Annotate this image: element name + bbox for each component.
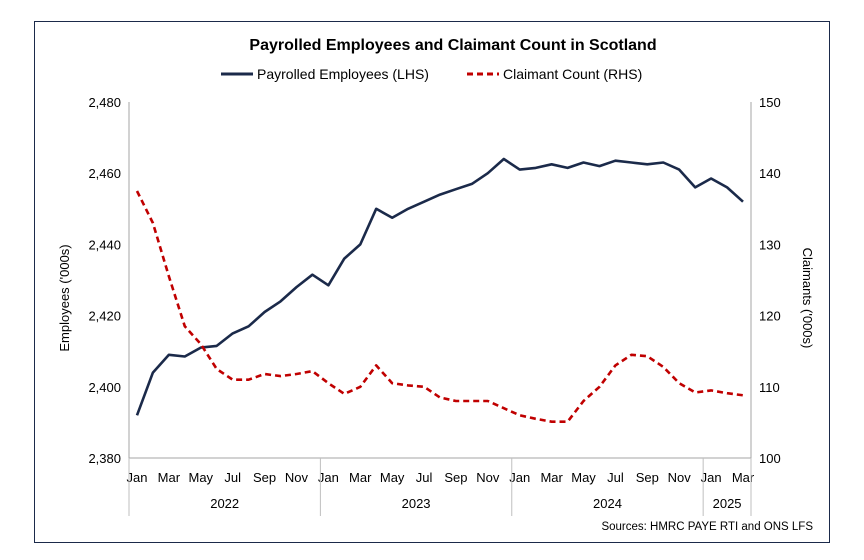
x-tick-label: May	[188, 470, 213, 485]
x-tick-label: Jul	[224, 470, 241, 485]
y-tick-label: 2,380	[88, 451, 121, 466]
right-axis-title: Claimants ('000s)	[800, 248, 815, 349]
series-lines	[135, 157, 744, 424]
x-tick-label: Mar	[349, 470, 372, 485]
y2-tick-label: 150	[759, 95, 781, 110]
y2-tick-label: 120	[759, 309, 781, 324]
series-line-employees	[135, 157, 744, 416]
y-tick-label: 2,400	[88, 380, 121, 395]
x-tick-label: Sep	[444, 470, 467, 485]
x-tick-label: Mar	[158, 470, 181, 485]
x-tick-label: Sep	[636, 470, 659, 485]
legend-label-employees: Payrolled Employees (LHS)	[257, 66, 429, 82]
x-tick-label: Jan	[318, 470, 339, 485]
x-tick-label: May	[571, 470, 596, 485]
year-label: 2025	[713, 496, 742, 511]
y-tick-label: 2,440	[88, 237, 121, 252]
chart-title: Payrolled Employees and Claimant Count i…	[249, 37, 656, 54]
year-label: 2024	[593, 496, 622, 511]
axes	[128, 102, 752, 459]
legend-label-claimants: Claimant Count (RHS)	[503, 66, 642, 82]
y2-tick-label: 140	[759, 166, 781, 181]
year-labels: 2022 2023 2024 2025	[128, 458, 752, 516]
x-tick-label: Mar	[540, 470, 563, 485]
y2-tick-label: 110	[759, 380, 780, 395]
y-tick-label: 2,480	[88, 95, 121, 110]
x-tick-label: Mar	[732, 470, 755, 485]
series-line-claimants	[135, 190, 744, 424]
left-axis-ticks: 2,380 2,400 2,420 2,440 2,460 2,480	[88, 95, 121, 466]
x-tick-label: May	[380, 470, 405, 485]
x-tick-label: Jul	[607, 470, 624, 485]
y2-tick-label: 130	[759, 237, 781, 252]
month-tick-labels: Jan Mar May Jul Sep Nov Jan Mar May Jul Sep Nov Jan M…	[126, 470, 754, 485]
x-tick-label: Nov	[285, 470, 309, 485]
x-tick-label: Jan	[509, 470, 530, 485]
year-label: 2022	[210, 496, 239, 511]
legend: Payrolled Employees (LHS) Claimant Count…	[221, 66, 642, 82]
x-tick-label: Nov	[668, 470, 692, 485]
x-tick-label: Jan	[126, 470, 147, 485]
right-axis-ticks: 100 110 120 130 140 150	[759, 95, 781, 466]
x-tick-label: Jul	[416, 470, 433, 485]
left-axis-title: Employees ('000s)	[57, 244, 72, 351]
year-label: 2023	[402, 496, 431, 511]
chart-frame: Payrolled Employees and Claimant Count i…	[34, 21, 830, 543]
source-note: Sources: HMRC PAYE RTI and ONS LFS	[601, 521, 813, 533]
y-tick-label: 2,420	[88, 309, 121, 324]
x-tick-label: Sep	[253, 470, 276, 485]
x-tick-label: Jan	[701, 470, 722, 485]
y-tick-label: 2,460	[88, 166, 121, 181]
line-chart: Payrolled Employees and Claimant Count i…	[57, 37, 815, 533]
y2-tick-label: 100	[759, 451, 781, 466]
x-tick-label: Nov	[476, 470, 500, 485]
